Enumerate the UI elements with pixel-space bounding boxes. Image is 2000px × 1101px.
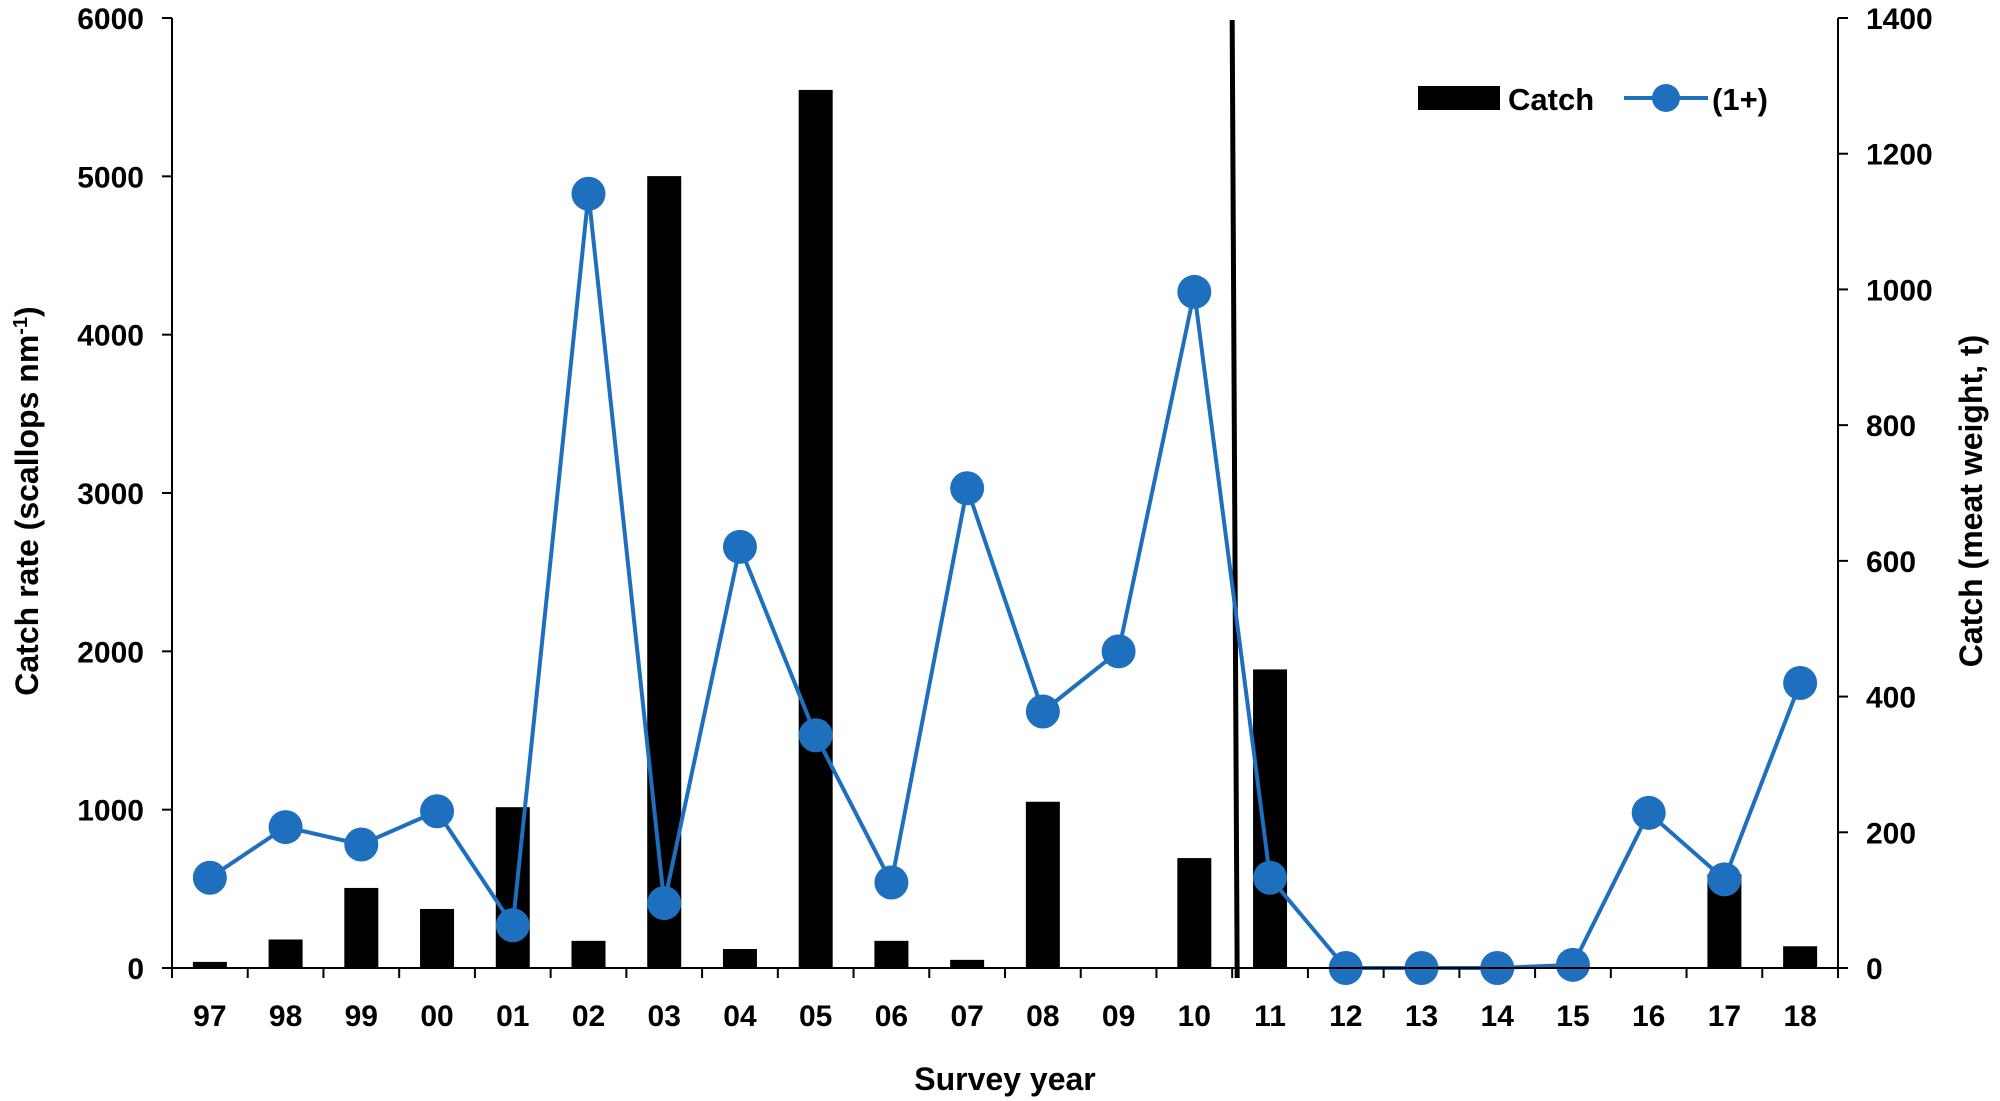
x-tick-label: 97 <box>193 1000 226 1033</box>
left-y-axis-title: Catch rate (scallops nm-1) <box>9 306 45 695</box>
catch-bar-04 <box>722 949 757 968</box>
right-tick-label: 1400 <box>1866 3 1933 36</box>
catch-bar-11 <box>1253 669 1288 968</box>
catch-bar-01 <box>495 807 530 968</box>
x-tick-label: 10 <box>1178 1000 1211 1033</box>
period-divider-line <box>1229 19 1240 979</box>
x-tick-label: 05 <box>799 1000 832 1033</box>
x-tick-label: 01 <box>496 1000 529 1033</box>
right-tick-label: 0 <box>1866 953 1883 986</box>
catch-rate-point-11 <box>1253 860 1288 895</box>
x-tick-label: 12 <box>1329 1000 1362 1033</box>
catch-rate-point-03 <box>647 886 682 921</box>
catch-rate-point-06 <box>874 865 909 900</box>
x-tick-label: 11 <box>1254 1000 1286 1033</box>
right-tick-label: 400 <box>1866 682 1916 715</box>
left-tick-label: 3000 <box>77 478 144 511</box>
x-tick-label: 06 <box>875 1000 908 1033</box>
catch-rate-point-97 <box>192 860 227 895</box>
left-y-axis-title-end: ) <box>9 306 45 317</box>
legend-catch-label: Catch <box>1508 82 1594 117</box>
right-tick-label: 1000 <box>1866 274 1933 307</box>
left-tick-label: 4000 <box>77 320 144 353</box>
x-tick-label: 08 <box>1026 1000 1059 1033</box>
left-tick-label: 0 <box>127 953 144 986</box>
axes <box>162 17 1848 978</box>
left-tick-label: 2000 <box>77 636 144 669</box>
x-tick-label: 13 <box>1405 1000 1438 1033</box>
x-tick-label: 17 <box>1708 1000 1741 1033</box>
x-axis-tick-labels: 97 98 99 00 01 02 03 04 05 06 07 08 09 10 11 12 13 14 15 16… <box>193 1000 1817 1033</box>
left-y-axis-title-main: Catch rate (scallops nm <box>9 335 45 696</box>
catch-bar-03 <box>647 176 682 968</box>
x-tick-label: 98 <box>269 1000 302 1033</box>
catch-bar-18 <box>1783 946 1818 968</box>
catch-bar-97 <box>192 961 227 968</box>
catch-bar-00 <box>420 908 455 968</box>
catch-bar-98 <box>268 939 303 968</box>
catch-bar-07 <box>950 959 985 968</box>
catch-bar-06 <box>874 940 909 968</box>
left-tick-label: 6000 <box>77 3 144 36</box>
x-axis-title: Survey year <box>914 1061 1095 1097</box>
catch-rate-point-17 <box>1707 862 1742 897</box>
left-y-axis-title-superscript: -1 <box>10 317 32 335</box>
catch-bar-99 <box>344 887 379 968</box>
catch-rate-point-18 <box>1783 666 1818 700</box>
catch-rate-point-08 <box>1025 694 1060 729</box>
catch-rate-point-00 <box>420 794 455 829</box>
right-tick-label: 800 <box>1866 410 1916 443</box>
left-tick-label: 1000 <box>77 795 144 828</box>
x-tick-label: 00 <box>420 1000 453 1033</box>
catch-rate-point-15 <box>1555 947 1590 982</box>
right-tick-label: 1200 <box>1866 139 1933 172</box>
catch-bar-10 <box>1177 858 1212 968</box>
catch-rate-point-99 <box>344 827 379 862</box>
legend: Catch (1+) <box>1418 82 1768 117</box>
catch-rate-point-98 <box>268 810 303 845</box>
x-tick-label: 15 <box>1556 1000 1589 1033</box>
legend-catch-swatch <box>1418 86 1500 110</box>
catch-rate-line-series <box>192 176 1818 985</box>
legend-catch-rate-label: (1+) <box>1712 82 1768 117</box>
x-tick-label: 04 <box>723 1000 757 1033</box>
x-tick-label: 18 <box>1783 1000 1816 1033</box>
catch-bar-05 <box>798 89 833 968</box>
catch-bar-08 <box>1025 801 1060 968</box>
catch-bar-02 <box>571 940 606 968</box>
catch-rate-point-01 <box>495 908 530 943</box>
x-tick-label: 03 <box>648 1000 681 1033</box>
right-y-axis-title: Catch (meat weight, t) <box>1953 335 1989 667</box>
catch-rate-point-09 <box>1101 634 1136 669</box>
left-axis-tick-labels: 0 1000 2000 3000 4000 5000 6000 <box>77 3 144 986</box>
left-tick-label: 5000 <box>77 161 144 194</box>
x-tick-label: 07 <box>950 1000 983 1033</box>
right-tick-label: 200 <box>1866 817 1916 850</box>
catch-rate-point-05 <box>798 718 833 753</box>
x-tick-label: 16 <box>1632 1000 1665 1033</box>
right-axis-tick-labels: 0 200 400 600 800 1000 1200 1400 <box>1866 3 1933 986</box>
catch-rate-point-16 <box>1631 795 1666 830</box>
catch-rate-point-02 <box>571 176 606 211</box>
catch-rate-point-04 <box>722 529 757 564</box>
right-tick-label: 600 <box>1866 546 1916 579</box>
x-tick-label: 14 <box>1481 1000 1515 1033</box>
catch-bars <box>192 89 1818 968</box>
catch-rate-line <box>208 191 1803 970</box>
catch-rate-point-10 <box>1177 274 1212 309</box>
catch-rate-point-07 <box>950 471 985 506</box>
x-tick-label: 09 <box>1102 1000 1135 1033</box>
legend-catch-rate-marker-icon <box>1652 84 1680 112</box>
x-tick-label: 99 <box>345 1000 378 1033</box>
x-tick-label: 02 <box>572 1000 605 1033</box>
